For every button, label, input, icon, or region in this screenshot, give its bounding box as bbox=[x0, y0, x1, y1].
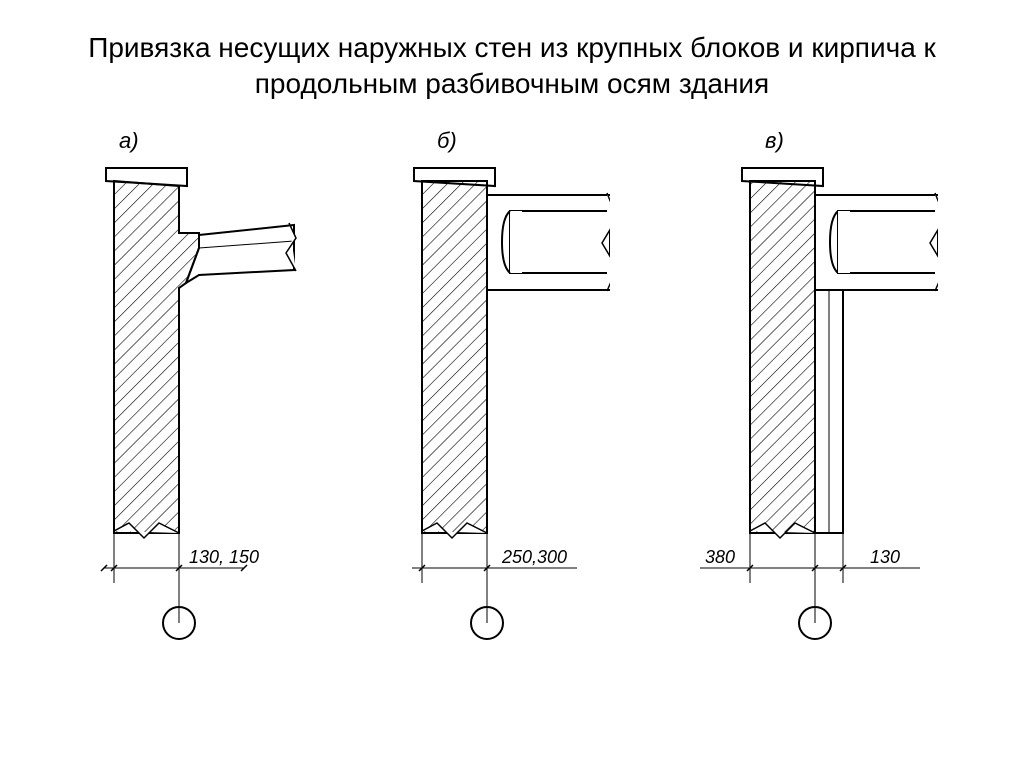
diagram-c-dimension-right: 130 bbox=[870, 547, 900, 567]
diagram-b-label: б) bbox=[437, 128, 457, 153]
diagram-a-dimension: 130, 150 bbox=[189, 547, 259, 567]
diagram-c: в) 380 bbox=[670, 123, 980, 653]
diagram-a: а) 130, 150 bbox=[44, 123, 324, 653]
diagram-a-label: а) bbox=[119, 128, 139, 153]
diagram-b: б) 250,300 bbox=[352, 123, 642, 653]
diagram-b-dimension: 250,300 bbox=[501, 547, 567, 567]
diagram-c-label: в) bbox=[765, 128, 784, 153]
diagram-c-dimension-left: 380 bbox=[705, 547, 735, 567]
page-title: Привязка несущих наружных стен из крупны… bbox=[0, 0, 1024, 113]
diagrams-row: а) 130, 150 bbox=[0, 113, 1024, 653]
